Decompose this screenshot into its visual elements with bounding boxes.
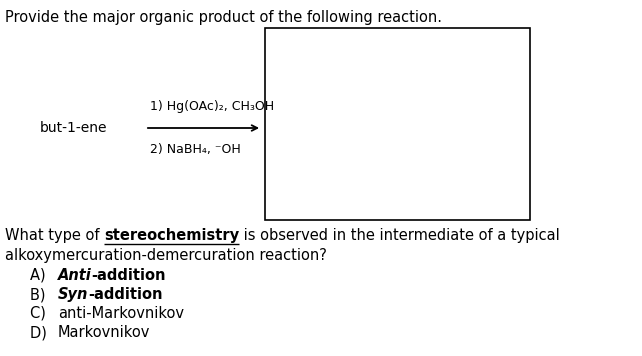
Text: alkoxymercuration-demercuration reaction?: alkoxymercuration-demercuration reaction…: [5, 248, 327, 263]
Text: -addition: -addition: [92, 268, 166, 283]
Text: D): D): [30, 325, 55, 340]
Text: Anti: Anti: [58, 268, 92, 283]
Text: is observed in the intermediate of a typical: is observed in the intermediate of a typ…: [239, 228, 560, 243]
Text: 1) Hg(OAc)₂, CH₃OH: 1) Hg(OAc)₂, CH₃OH: [150, 100, 274, 113]
Text: but-1-ene: but-1-ene: [40, 121, 107, 135]
Text: Provide the major organic product of the following reaction.: Provide the major organic product of the…: [5, 10, 442, 25]
Text: Markovnikov: Markovnikov: [58, 325, 150, 340]
Text: A): A): [30, 268, 53, 283]
Text: 2) NaBH₄, ⁻OH: 2) NaBH₄, ⁻OH: [150, 143, 241, 156]
Text: anti-Markovnikov: anti-Markovnikov: [58, 306, 184, 321]
Text: What type of: What type of: [5, 228, 104, 243]
Text: Syn: Syn: [58, 287, 89, 302]
Text: stereochemistry: stereochemistry: [104, 228, 239, 243]
Bar: [265, 28, 530, 220]
Text: -addition: -addition: [89, 287, 163, 302]
Text: B): B): [30, 287, 53, 302]
Text: C): C): [30, 306, 53, 321]
